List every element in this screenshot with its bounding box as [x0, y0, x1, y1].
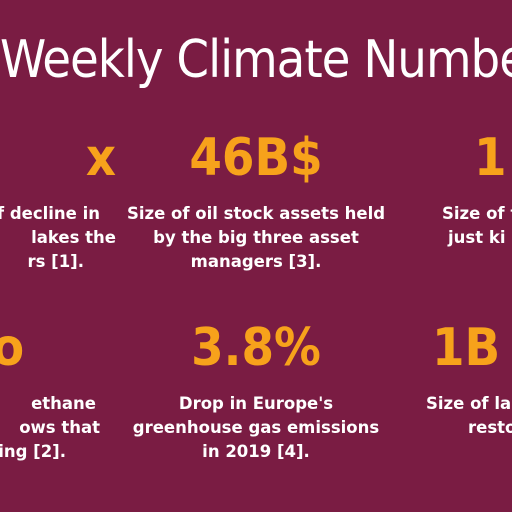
stat-description: Drop in Europe's greenhouse gas emission…	[121, 392, 391, 464]
stat-description-line: by the big three asset	[153, 228, 359, 247]
stat-description-line: rs [1].	[27, 252, 84, 271]
stat-description-line: f decline in	[0, 204, 100, 223]
stat-value: 1B h	[432, 318, 512, 378]
stat-description: f decline in lakes the rs [1].	[0, 202, 116, 274]
stat-description-line: ping [2].	[0, 442, 66, 461]
stat-card-oil-assets: 46B$ Size of oil stock assets held by th…	[121, 132, 391, 274]
stat-description: ethane ows that ping [2].	[0, 392, 100, 464]
stat-value: 1	[474, 128, 507, 188]
stat-description-line: lakes the	[31, 228, 116, 247]
stat-value: x	[85, 128, 116, 188]
stat-description-line: just ki	[448, 228, 506, 247]
stat-value: 3.8%	[191, 318, 321, 378]
stat-description-line: in 2019 [4].	[202, 442, 310, 461]
stat-description-line: Size of f	[442, 204, 512, 223]
stat-description: Size of la resto	[426, 392, 512, 440]
stat-description: Size of oil stock assets held by the big…	[121, 202, 391, 274]
stat-card-right-top: 1 Size of f just ki	[432, 132, 512, 250]
stat-card-decline: x f decline in lakes the rs [1].	[0, 132, 116, 274]
stat-description-line: Size of oil stock assets held	[126, 204, 386, 223]
stat-card-land-restoration: 1B h Size of la resto	[426, 318, 512, 440]
stat-value: 46B$	[189, 128, 323, 188]
stat-card-methane: o ethane ows that ping [2].	[0, 322, 100, 464]
stat-description-line: managers [3].	[190, 252, 322, 271]
stat-description-line: ethane	[31, 394, 96, 413]
stat-description-line: resto	[468, 418, 512, 437]
stat-description-line: Drop in Europe's	[178, 394, 334, 413]
stat-description-line: greenhouse gas emissions	[132, 418, 380, 437]
stat-description-line: ows that	[19, 418, 100, 437]
page-title: Weekly Climate Numbers	[0, 30, 512, 90]
stat-card-europe-emissions: 3.8% Drop in Europe's greenhouse gas emi…	[121, 322, 391, 464]
stat-description: Size of f just ki	[432, 202, 512, 250]
stat-description-line: Size of la	[426, 394, 512, 413]
